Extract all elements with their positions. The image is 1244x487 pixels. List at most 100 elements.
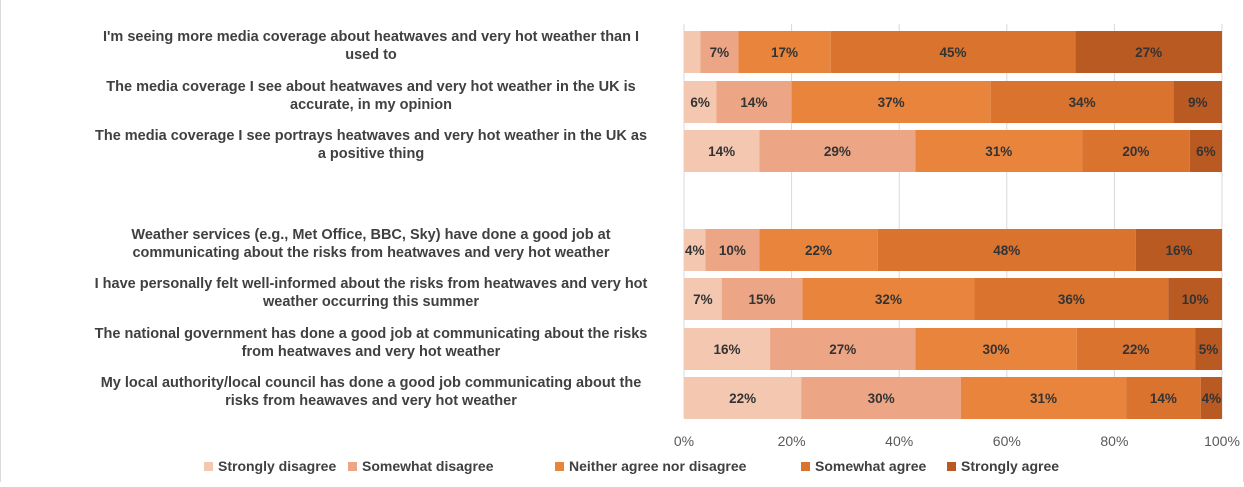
data-label: 16% [1165,243,1192,258]
data-label: 17% [771,45,798,60]
data-label: 15% [748,292,775,307]
data-label: 37% [878,95,905,110]
legend-label: Somewhat disagree [362,458,494,474]
bar-segment [990,81,1174,123]
bar-segment [684,377,802,419]
category-label: accurate, in my opinion [290,97,452,113]
bar-segment [974,278,1169,320]
legend-label: Neither agree nor disagree [569,458,747,474]
data-label: 45% [939,45,966,60]
bar-segment [1076,328,1196,370]
data-label: 27% [829,342,856,357]
bar-segment [759,229,878,271]
data-label: 14% [740,95,767,110]
data-label: 10% [1182,292,1209,307]
data-label: 7% [710,45,730,60]
data-label: 22% [1122,342,1149,357]
data-label: 20% [1122,144,1149,159]
legend-label: Somewhat agree [815,458,926,474]
data-label: 31% [1030,391,1057,406]
bar-segment [684,81,717,123]
bar-segment [915,130,1083,172]
bar-segment [716,81,792,123]
bar-segment [830,31,1076,73]
legend-swatch [555,462,564,471]
category-label: used to [345,47,397,63]
tick-label: 60% [993,433,1021,449]
category-label: The national government has done a good … [95,326,648,342]
bar-segment [1189,130,1222,172]
category-label: My local authority/local council has don… [101,375,642,391]
bar-segment [684,130,760,172]
bar-segment [1075,31,1222,73]
data-label: 30% [983,342,1010,357]
tick-label: 100% [1204,433,1240,449]
category-label: risks from heawaves and very hot weather [225,393,517,409]
legend-label: Strongly disagree [218,458,336,474]
data-label: 16% [714,342,741,357]
data-label: 34% [1069,95,1096,110]
data-label: 22% [805,243,832,258]
data-label: 6% [690,95,710,110]
legend: Strongly disagree Somewhat disagree Neithe… [204,458,1059,474]
legend-swatch [947,462,956,471]
data-label: 14% [1150,391,1177,406]
data-label: 6% [1196,144,1216,159]
bar-segment [791,81,991,123]
category-label: The media coverage I see portrays heatwa… [95,128,647,144]
category-label: Weather services (e.g., Met Office, BBC,… [131,227,610,243]
bar-segment [915,328,1077,370]
data-label: 36% [1058,292,1085,307]
data-label: 29% [824,144,851,159]
data-label: 5% [1199,342,1219,357]
data-label: 22% [729,391,756,406]
bar-segment [759,130,916,172]
bars: 7% 17% 45% 27% 6% 14% 37% 34% 9% 14% 29% 31% 20% 6% 4%… [684,31,1222,419]
x-axis-ticks: 0% 20% 40% 60% 80% 100% [674,433,1240,449]
data-label: 4% [1202,391,1222,406]
data-label: 32% [875,292,902,307]
tick-label: 20% [778,433,806,449]
category-label: a positive thing [318,146,424,162]
bar-segment [1135,229,1222,271]
data-label: 4% [685,243,705,258]
category-labels: I'm seeing more media coverage about hea… [95,29,648,409]
bar-segment [1173,81,1222,123]
data-label: 9% [1188,95,1208,110]
category-label: from heatwaves and very hot weather [242,344,501,360]
bar-segment [877,229,1136,271]
data-label: 10% [719,243,746,258]
data-label: 48% [993,243,1020,258]
bar-segment [705,229,760,271]
bar-segment [1200,377,1222,419]
bar-segment [801,377,961,419]
data-label: 31% [985,144,1012,159]
bar-segment [1126,377,1201,419]
data-label: 27% [1135,45,1162,60]
tick-label: 80% [1100,433,1128,449]
legend-swatch [348,462,357,471]
tick-label: 0% [674,433,694,449]
bar-segment [1195,328,1222,370]
data-label: 30% [868,391,895,406]
category-label: weather occurring this summer [262,294,479,310]
tick-label: 40% [885,433,913,449]
bar-segment [721,278,803,320]
bar-segment [770,328,916,370]
category-label: I have personally felt well-informed abo… [95,276,648,292]
bar-segment [684,31,701,73]
legend-swatch [801,462,810,471]
data-label: 7% [693,292,713,307]
bar-segment [700,31,739,73]
bar-segment [1168,278,1222,320]
category-label: The media coverage I see about heatwaves… [106,79,635,95]
category-label: communicating about the risks from heatw… [132,245,609,261]
bar-segment [1082,130,1190,172]
bar-segment [684,328,771,370]
bar-segment [738,31,831,73]
category-label: I'm seeing more media coverage about hea… [103,29,639,45]
bar-segment [684,278,722,320]
legend-label: Strongly agree [961,458,1059,474]
